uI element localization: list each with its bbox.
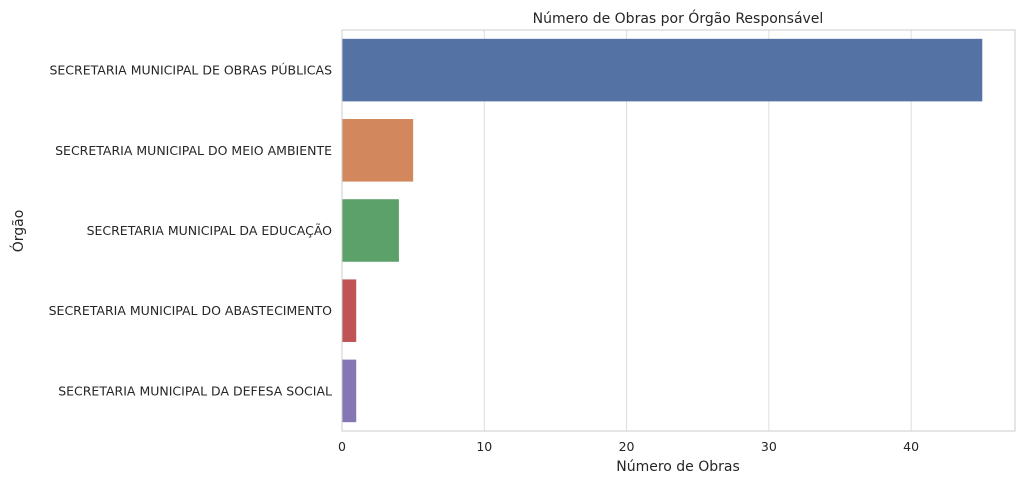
chart-title: Número de Obras por Órgão Responsável xyxy=(533,9,824,27)
y-axis-label: Órgão xyxy=(9,210,27,253)
x-tick-label: 40 xyxy=(903,439,919,454)
category-label: SECRETARIA MUNICIPAL DE OBRAS PÚBLICAS xyxy=(49,63,332,78)
bars xyxy=(342,38,983,423)
x-tick-labels: 0 10 20 30 40 xyxy=(338,439,919,454)
x-axis-label: Número de Obras xyxy=(616,459,740,475)
category-label: SECRETARIA MUNICIPAL DO MEIO AMBIENTE xyxy=(55,143,332,158)
category-label: SECRETARIA MUNICIPAL DO ABASTECIMENTO xyxy=(49,303,333,318)
bar xyxy=(342,359,357,423)
category-label: SECRETARIA MUNICIPAL DA EDUCAÇÃO xyxy=(87,223,333,238)
x-tick-label: 20 xyxy=(619,439,635,454)
x-tick-label: 30 xyxy=(761,439,777,454)
plot-frame xyxy=(341,29,1016,432)
x-tick-label: 10 xyxy=(476,439,492,454)
category-label: SECRETARIA MUNICIPAL DA DEFESA SOCIAL xyxy=(58,383,332,398)
bar xyxy=(342,199,399,262)
bar xyxy=(342,119,414,182)
x-tick-label: 0 xyxy=(338,439,346,454)
category-labels: SECRETARIA MUNICIPAL DE OBRAS PÚBLICAS SE… xyxy=(49,63,333,399)
bar xyxy=(342,279,357,342)
bar xyxy=(342,38,983,102)
